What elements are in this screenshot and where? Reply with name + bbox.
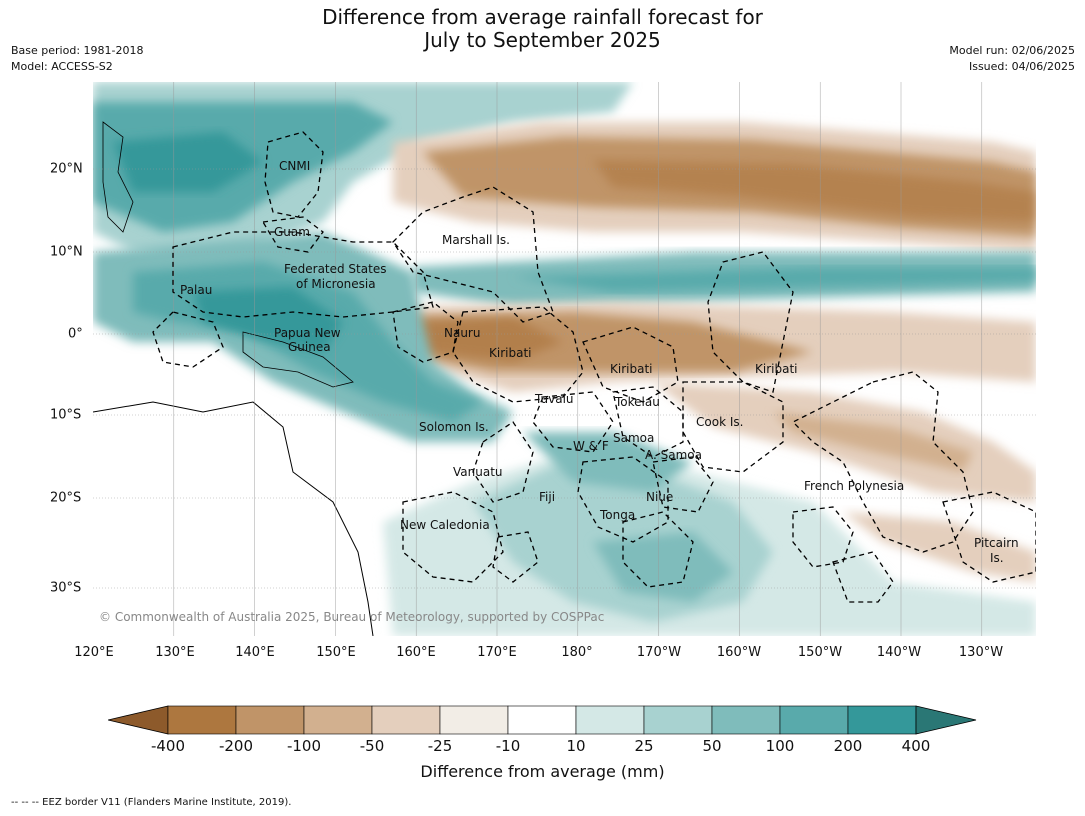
label-pitcairn-2: Is.: [990, 551, 1004, 565]
lon-tick: 170°W: [636, 645, 682, 660]
colorbar-swatch: [711, 705, 781, 735]
eez-borders: [152, 131, 1036, 603]
colorbar-swatch: [439, 705, 509, 735]
label-pitcairn-1: Pitcairn: [974, 536, 1019, 550]
label-tokelau: Tokelau: [614, 395, 660, 409]
colorbar-swatch: [371, 705, 441, 735]
colorbar-swatch: [847, 705, 917, 735]
label-cnmi: CNMI: [279, 159, 310, 173]
lon-tick: 140°E: [235, 645, 275, 660]
model-run-text: Model run: 02/06/2025: [949, 44, 1075, 57]
map-title: Difference from average rainfall forecas…: [0, 6, 1085, 52]
colorbar: [108, 705, 977, 735]
label-american-samoa: A. Samoa: [645, 448, 702, 462]
label-fsm-2: of Micronesia: [296, 277, 376, 291]
colorbar-tick-label: -400: [150, 737, 186, 755]
label-wf: W & F: [573, 439, 609, 453]
label-tuvalu: Tuvalu: [534, 392, 574, 406]
label-samoa: Samoa: [613, 431, 654, 445]
label-guam: Guam: [274, 225, 310, 239]
meta-right: Model run: 02/06/2025 Issued: 04/06/2025: [949, 43, 1075, 75]
lat-tick: 10°S: [50, 407, 82, 423]
label-palau: Palau: [180, 283, 212, 297]
colorbar-tick-label: -200: [218, 737, 254, 755]
label-vanuatu: Vanuatu: [453, 465, 503, 479]
colorbar-swatch: [507, 705, 577, 735]
title-line-1: Difference from average rainfall forecas…: [322, 5, 763, 29]
lon-tick: 140°W: [876, 645, 922, 660]
colorbar-tick-label: -100: [286, 737, 322, 755]
lat-tick: 20°S: [50, 490, 82, 506]
rainfall-map: CNMI Guam Marshall Is. Federated States …: [93, 82, 1036, 636]
colorbar-swatch: [643, 705, 713, 735]
anomaly-field: [93, 82, 1036, 636]
label-tonga: Tonga: [599, 508, 635, 522]
label-kiribati-1: Kiribati: [489, 346, 531, 360]
label-marshall: Marshall Is.: [442, 233, 510, 247]
colorbar-swatch: [235, 705, 305, 735]
label-fiji: Fiji: [539, 490, 555, 504]
colorbar-extend-high: [915, 705, 977, 735]
label-kiribati-3: Kiribati: [755, 362, 797, 376]
lat-tick: 10°N: [50, 244, 83, 260]
label-cook: Cook Is.: [696, 415, 743, 429]
colorbar-label: Difference from average (mm): [420, 762, 665, 781]
label-kiribati-2: Kiribati: [610, 362, 652, 376]
colorbar-swatch: [303, 705, 373, 735]
lon-tick: 160°E: [396, 645, 436, 660]
lon-tick: 170°E: [477, 645, 517, 660]
label-solomon: Solomon Is.: [419, 420, 489, 434]
issued-text: Issued: 04/06/2025: [968, 60, 1075, 73]
label-new-caledonia: New Caledonia: [400, 518, 490, 532]
lon-tick: 180°: [561, 645, 593, 660]
colorbar-tick-label: 10: [566, 737, 586, 755]
lon-tick: 150°W: [797, 645, 843, 660]
base-period-text: Base period: 1981-2018: [11, 44, 144, 57]
copyright-notice: © Commonwealth of Australia 2025, Bureau…: [99, 610, 605, 624]
model-text: Model: ACCESS-S2: [11, 60, 113, 73]
colorbar-swatch: [167, 705, 237, 735]
colorbar-tick-label: 200: [833, 737, 863, 755]
lon-tick: 130°W: [958, 645, 1004, 660]
label-niue: Niue: [646, 490, 673, 504]
colorbar-tick-label: 25: [634, 737, 654, 755]
lon-tick: 120°E: [74, 645, 114, 660]
lon-tick: 150°E: [316, 645, 356, 660]
colorbar-tick-label: -10: [495, 737, 521, 755]
label-french-polynesia: French Polynesia: [804, 479, 904, 493]
colorbar-tick-label: -25: [427, 737, 453, 755]
colorbar-tick-label: -50: [359, 737, 385, 755]
lon-tick: 130°E: [155, 645, 195, 660]
title-line-2: July to September 2025: [424, 28, 661, 52]
label-fsm-1: Federated States: [284, 262, 386, 276]
lon-tick: 160°W: [716, 645, 762, 660]
eez-footnote: -- -- -- EEZ border V11 (Flanders Marine…: [11, 797, 292, 808]
lat-tick: 20°N: [50, 161, 83, 177]
label-nauru: Nauru: [444, 326, 480, 340]
colorbar-tick-label: 100: [765, 737, 795, 755]
colorbar-tick-label: 50: [702, 737, 722, 755]
colorbar-swatch: [575, 705, 645, 735]
colorbar-extend-low: [108, 705, 169, 735]
colorbar-tick-label: 400: [901, 737, 931, 755]
lat-tick: 30°S: [50, 580, 82, 596]
label-png-2: Guinea: [288, 340, 331, 354]
place-labels: CNMI Guam Marshall Is. Federated States …: [180, 159, 1019, 565]
meta-left: Base period: 1981-2018 Model: ACCESS-S2: [11, 43, 143, 75]
colorbar-swatch: [779, 705, 849, 735]
label-png-1: Papua New: [274, 326, 341, 340]
lat-tick: 0°: [68, 326, 83, 342]
